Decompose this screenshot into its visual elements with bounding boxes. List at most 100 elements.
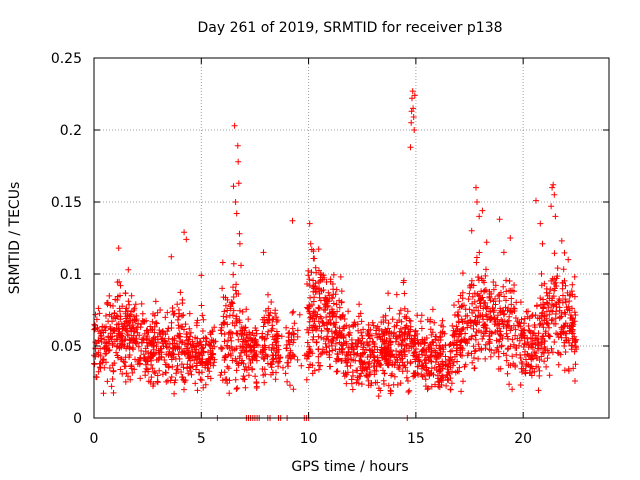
data-point	[173, 370, 180, 377]
data-point	[283, 324, 290, 331]
data-point	[126, 317, 133, 324]
data-point	[298, 362, 305, 369]
data-point	[491, 350, 498, 356]
data-point	[171, 379, 178, 386]
data-point	[409, 95, 415, 102]
data-point	[506, 278, 513, 284]
data-point	[144, 333, 151, 340]
data-point	[171, 335, 178, 342]
data-point	[539, 349, 546, 356]
data-point	[482, 299, 489, 306]
data-point	[106, 338, 113, 345]
data-point	[469, 309, 476, 316]
data-point	[391, 373, 398, 380]
data-point	[431, 319, 438, 326]
data-point	[305, 353, 311, 359]
data-point	[354, 350, 361, 357]
data-point	[165, 335, 172, 342]
data-point	[262, 351, 269, 358]
data-point	[209, 354, 216, 361]
data-point	[451, 333, 458, 340]
data-point	[145, 353, 152, 360]
data-point	[186, 325, 193, 332]
data-point	[386, 305, 393, 312]
data-point	[184, 331, 191, 337]
data-point	[504, 370, 511, 377]
data-point	[123, 327, 130, 334]
data-point	[227, 352, 234, 359]
data-point	[117, 282, 124, 289]
data-point	[396, 352, 403, 359]
x-tick-label: 0	[90, 431, 99, 447]
data-point	[266, 312, 273, 319]
data-point	[555, 334, 562, 341]
data-point	[476, 292, 483, 299]
data-point	[396, 332, 403, 339]
data-point	[115, 245, 122, 252]
data-point	[503, 297, 509, 304]
data-point	[230, 307, 237, 314]
data-point	[285, 363, 291, 370]
data-point	[139, 339, 145, 346]
data-point	[503, 325, 510, 331]
data-point	[124, 322, 130, 329]
data-point	[475, 274, 482, 280]
data-point	[315, 359, 322, 366]
data-point	[498, 342, 505, 349]
data-point	[170, 351, 177, 358]
y-tick-label: 0.05	[51, 339, 82, 355]
data-point	[457, 351, 464, 358]
data-point	[285, 338, 292, 345]
data-point	[529, 344, 536, 351]
data-point	[520, 344, 527, 350]
data-point	[471, 318, 478, 325]
data-point	[559, 285, 566, 292]
data-point	[487, 336, 493, 343]
data-point	[495, 366, 502, 372]
data-point	[531, 368, 538, 375]
data-point	[433, 333, 440, 340]
data-point	[494, 322, 501, 329]
data-point	[345, 308, 352, 315]
data-point	[428, 370, 435, 376]
data-point	[419, 362, 426, 369]
data-point	[309, 350, 316, 357]
data-point	[447, 386, 454, 393]
data-point	[341, 316, 348, 322]
data-point	[133, 336, 140, 342]
data-point	[243, 306, 250, 313]
data-point	[151, 312, 158, 319]
data-point	[131, 366, 138, 373]
data-point	[173, 366, 180, 373]
data-point	[207, 342, 214, 349]
data-point	[508, 301, 515, 308]
x-axis-label: GPS time / hours	[291, 459, 408, 475]
data-point	[180, 376, 187, 383]
data-point	[207, 375, 214, 382]
data-point	[125, 332, 132, 339]
data-point	[305, 305, 312, 312]
data-point	[386, 335, 393, 342]
data-point	[561, 367, 568, 374]
data-point	[122, 354, 129, 361]
data-point	[233, 345, 240, 352]
data-point	[259, 344, 266, 351]
data-point	[544, 300, 551, 307]
data-point	[233, 358, 240, 365]
data-point	[494, 316, 501, 323]
data-point	[525, 352, 532, 359]
data-point	[162, 338, 169, 345]
data-point	[467, 284, 474, 291]
data-point	[224, 342, 231, 349]
data-point	[548, 345, 555, 352]
data-point	[260, 355, 267, 362]
data-point	[181, 326, 187, 333]
data-point	[322, 295, 329, 302]
data-point	[226, 390, 233, 397]
data-point	[165, 364, 172, 371]
data-point	[158, 336, 165, 343]
data-point	[397, 307, 404, 314]
data-point	[440, 323, 447, 330]
data-point	[235, 180, 242, 187]
data-point	[558, 313, 565, 320]
